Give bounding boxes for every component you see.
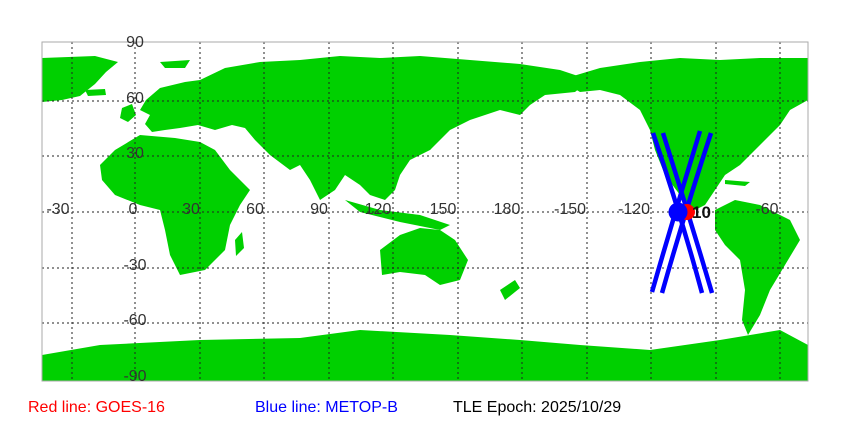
lon-label: 180	[494, 201, 521, 218]
lat-label: -60	[123, 312, 146, 329]
indonesia	[345, 200, 450, 230]
uk	[120, 104, 136, 122]
japan	[420, 115, 442, 150]
legend-red-line: Red line: GOES-16	[28, 399, 165, 416]
antarctica	[42, 330, 808, 381]
eurasia	[140, 56, 590, 200]
new-zealand	[500, 280, 520, 300]
lon-label: -60	[755, 201, 778, 218]
arctic-islands	[160, 60, 190, 68]
satellite-label: 10	[692, 203, 711, 222]
lat-label: 60	[126, 90, 144, 107]
lat-label: -90	[123, 368, 146, 385]
lon-label: 30	[182, 201, 200, 218]
lon-label: -30	[46, 201, 69, 218]
lon-label: 0	[129, 201, 138, 218]
tle-epoch: TLE Epoch: 2025/10/29	[453, 399, 622, 416]
lon-labels: -30 0 30 60 90 120 150 180 -150 -120 -60	[46, 201, 778, 218]
lon-label: -150	[554, 201, 586, 218]
lon-label: 60	[246, 201, 264, 218]
cuba	[725, 180, 750, 186]
lon-label: 90	[310, 201, 328, 218]
lon-label: 150	[430, 201, 457, 218]
madagascar	[235, 232, 244, 256]
north-america	[560, 58, 808, 210]
map-border	[41, 41, 809, 382]
legend-blue-line: Blue line: METOP-B	[255, 399, 398, 416]
lat-labels: 90 60 30 -30 -60 -90	[123, 34, 146, 385]
africa	[100, 135, 250, 275]
lon-label: -120	[618, 201, 650, 218]
greenland	[42, 56, 118, 102]
metop-b-marker	[668, 202, 688, 222]
lat-label: 30	[126, 145, 144, 162]
australia	[380, 228, 468, 285]
iceland	[85, 89, 106, 96]
lon-label: 120	[365, 201, 392, 218]
graticule	[42, 42, 808, 381]
lat-label: -30	[123, 257, 146, 274]
lat-label: 90	[126, 34, 144, 51]
